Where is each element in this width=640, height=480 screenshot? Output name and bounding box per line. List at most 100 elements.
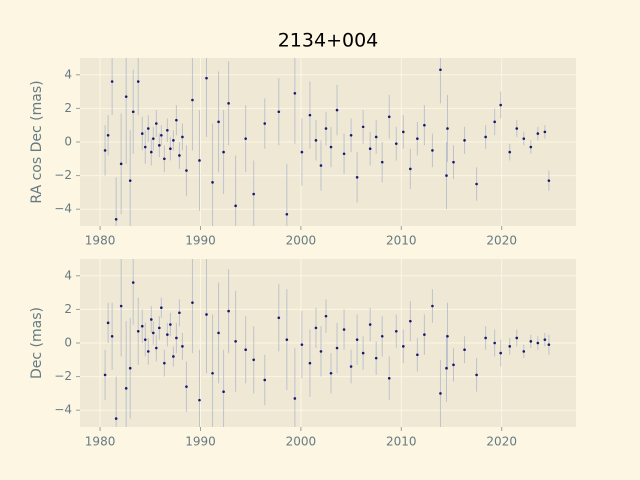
x-tick-label: 2020 <box>486 435 517 449</box>
point <box>445 366 448 370</box>
point <box>314 326 318 330</box>
point <box>114 417 118 420</box>
point <box>475 182 478 186</box>
point <box>172 139 175 142</box>
point <box>431 304 434 308</box>
y-tick-label: −4 <box>54 202 72 216</box>
point <box>217 331 220 335</box>
point <box>463 139 466 142</box>
y-tick-label: −4 <box>54 403 72 417</box>
x-tick-label: 1990 <box>185 435 216 449</box>
point <box>181 345 184 348</box>
point <box>374 135 378 139</box>
point <box>146 350 150 353</box>
x-tick-label: 2000 <box>286 435 317 449</box>
point <box>160 133 163 137</box>
point <box>155 122 158 125</box>
point <box>380 160 384 164</box>
point <box>175 336 178 340</box>
point <box>446 127 449 130</box>
point <box>163 361 166 365</box>
point <box>185 169 188 172</box>
point <box>146 127 150 130</box>
point <box>155 346 158 350</box>
point <box>475 373 478 377</box>
point <box>423 333 426 336</box>
y-tick-label: −2 <box>54 168 72 182</box>
point <box>515 127 519 130</box>
x-tick-label: 2020 <box>486 234 517 248</box>
point <box>131 281 135 284</box>
point <box>136 80 140 83</box>
point <box>300 343 304 346</box>
point <box>128 366 132 370</box>
point <box>536 132 540 135</box>
x-tick-label: 2010 <box>386 234 417 248</box>
point <box>324 314 328 318</box>
point <box>423 123 426 127</box>
point <box>335 108 339 112</box>
y-axis-label: RA cos Dec (mas) <box>29 80 45 203</box>
point <box>211 371 214 375</box>
point <box>185 385 188 388</box>
point <box>143 338 147 341</box>
x-tick-label: 2000 <box>286 234 317 248</box>
point <box>169 323 172 326</box>
y-axis-label: Dec (mas) <box>29 307 45 379</box>
point <box>143 145 147 149</box>
point <box>499 351 502 355</box>
point <box>160 306 163 310</box>
point <box>234 204 237 208</box>
point <box>263 378 267 382</box>
point <box>394 329 398 333</box>
point <box>252 192 256 196</box>
point <box>499 103 502 107</box>
point <box>543 338 547 341</box>
point <box>119 162 123 166</box>
point <box>319 350 323 353</box>
point <box>205 313 208 316</box>
point <box>136 329 140 333</box>
point <box>329 145 333 149</box>
point <box>151 137 155 140</box>
point <box>431 149 434 152</box>
point <box>211 181 214 184</box>
point <box>244 137 247 140</box>
point <box>543 130 547 134</box>
y-tick-label: 0 <box>64 135 72 149</box>
point <box>285 338 289 341</box>
point <box>124 95 128 98</box>
point <box>103 373 107 377</box>
point <box>227 309 230 313</box>
point <box>149 318 153 321</box>
point <box>380 334 384 338</box>
point <box>314 139 318 142</box>
point <box>227 102 230 105</box>
point <box>463 348 466 352</box>
point <box>205 76 208 80</box>
y-tick-label: 4 <box>64 67 72 81</box>
x-tick-label: 2010 <box>386 435 417 449</box>
points <box>103 281 551 420</box>
point <box>217 120 220 124</box>
point <box>114 217 118 221</box>
x-tick-label: 1990 <box>185 234 216 248</box>
point <box>106 321 110 325</box>
point <box>191 98 194 102</box>
point <box>124 387 128 390</box>
point <box>103 149 107 152</box>
point <box>342 152 346 156</box>
point <box>515 336 519 340</box>
point <box>445 174 448 177</box>
point <box>178 311 181 315</box>
point <box>277 316 281 320</box>
point <box>163 157 166 161</box>
point <box>222 150 225 154</box>
point <box>329 371 333 375</box>
point <box>361 125 365 129</box>
point <box>324 127 328 130</box>
point <box>335 346 339 350</box>
point <box>522 350 526 353</box>
point <box>166 128 169 132</box>
point <box>349 365 353 368</box>
